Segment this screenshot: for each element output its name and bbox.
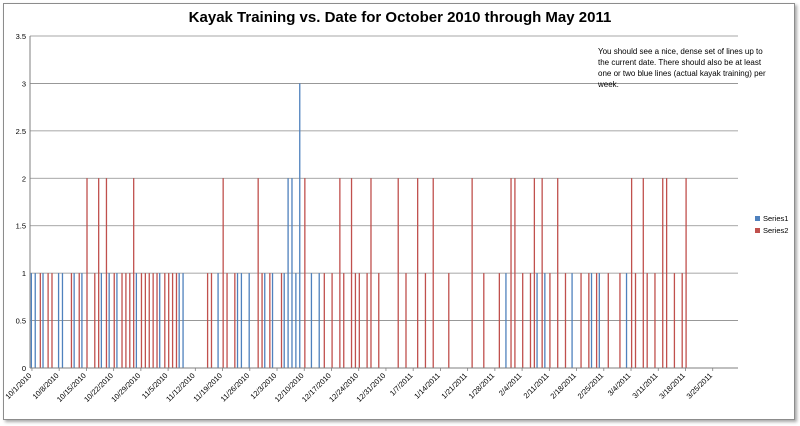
y-tick-label: 2.5 bbox=[16, 127, 26, 136]
y-tick-label: 1.5 bbox=[16, 222, 26, 231]
chart-title: Kayak Training vs. Date for October 2010… bbox=[188, 9, 612, 26]
legend-swatch-series1 bbox=[755, 215, 760, 221]
legend-label-series1: Series1 bbox=[763, 213, 789, 223]
x-tick-label: 3/11/2011 bbox=[630, 371, 659, 400]
y-tick-label: 3.5 bbox=[16, 32, 26, 41]
x-tick-label: 3/25/2011 bbox=[685, 371, 715, 401]
x-tick-label: 1/14/2011 bbox=[412, 371, 442, 401]
y-tick-label: 3 bbox=[22, 79, 26, 88]
legend-swatch-series2 bbox=[755, 227, 760, 233]
x-tick-label: 12/31/2010 bbox=[354, 371, 387, 404]
x-tick-label: 1/21/2011 bbox=[439, 371, 469, 401]
chart-legend: Series1 Series2 bbox=[755, 212, 788, 236]
x-tick-label: 3/4/2011 bbox=[606, 371, 633, 398]
x-tick-label: 10/1/2010 bbox=[3, 371, 33, 401]
x-tick-label: 2/18/2011 bbox=[548, 371, 578, 401]
legend-item-series2: Series2 bbox=[755, 224, 788, 236]
y-tick-label: 1 bbox=[22, 269, 26, 278]
x-tick-label: 3/18/2011 bbox=[657, 371, 687, 401]
x-tick-label: 11/26/2010 bbox=[219, 371, 252, 404]
legend-item-series1: Series1 bbox=[755, 212, 788, 224]
x-tick-label: 10/29/2010 bbox=[109, 371, 142, 404]
x-tick-label: 2/25/2011 bbox=[576, 371, 606, 401]
x-tick-label: 1/28/2011 bbox=[467, 371, 497, 401]
legend-label-series2: Series2 bbox=[763, 225, 789, 235]
chart-annotation: You should see a nice, dense set of line… bbox=[598, 47, 766, 89]
x-tick-label: 1/7/2011 bbox=[388, 371, 415, 398]
y-tick-label: 0.5 bbox=[16, 317, 26, 326]
x-tick-label: 2/11/2011 bbox=[522, 371, 551, 400]
y-tick-label: 2 bbox=[22, 174, 26, 183]
y-tick-label: 0 bbox=[22, 364, 26, 373]
x-tick-label: 2/4/2011 bbox=[497, 371, 524, 398]
